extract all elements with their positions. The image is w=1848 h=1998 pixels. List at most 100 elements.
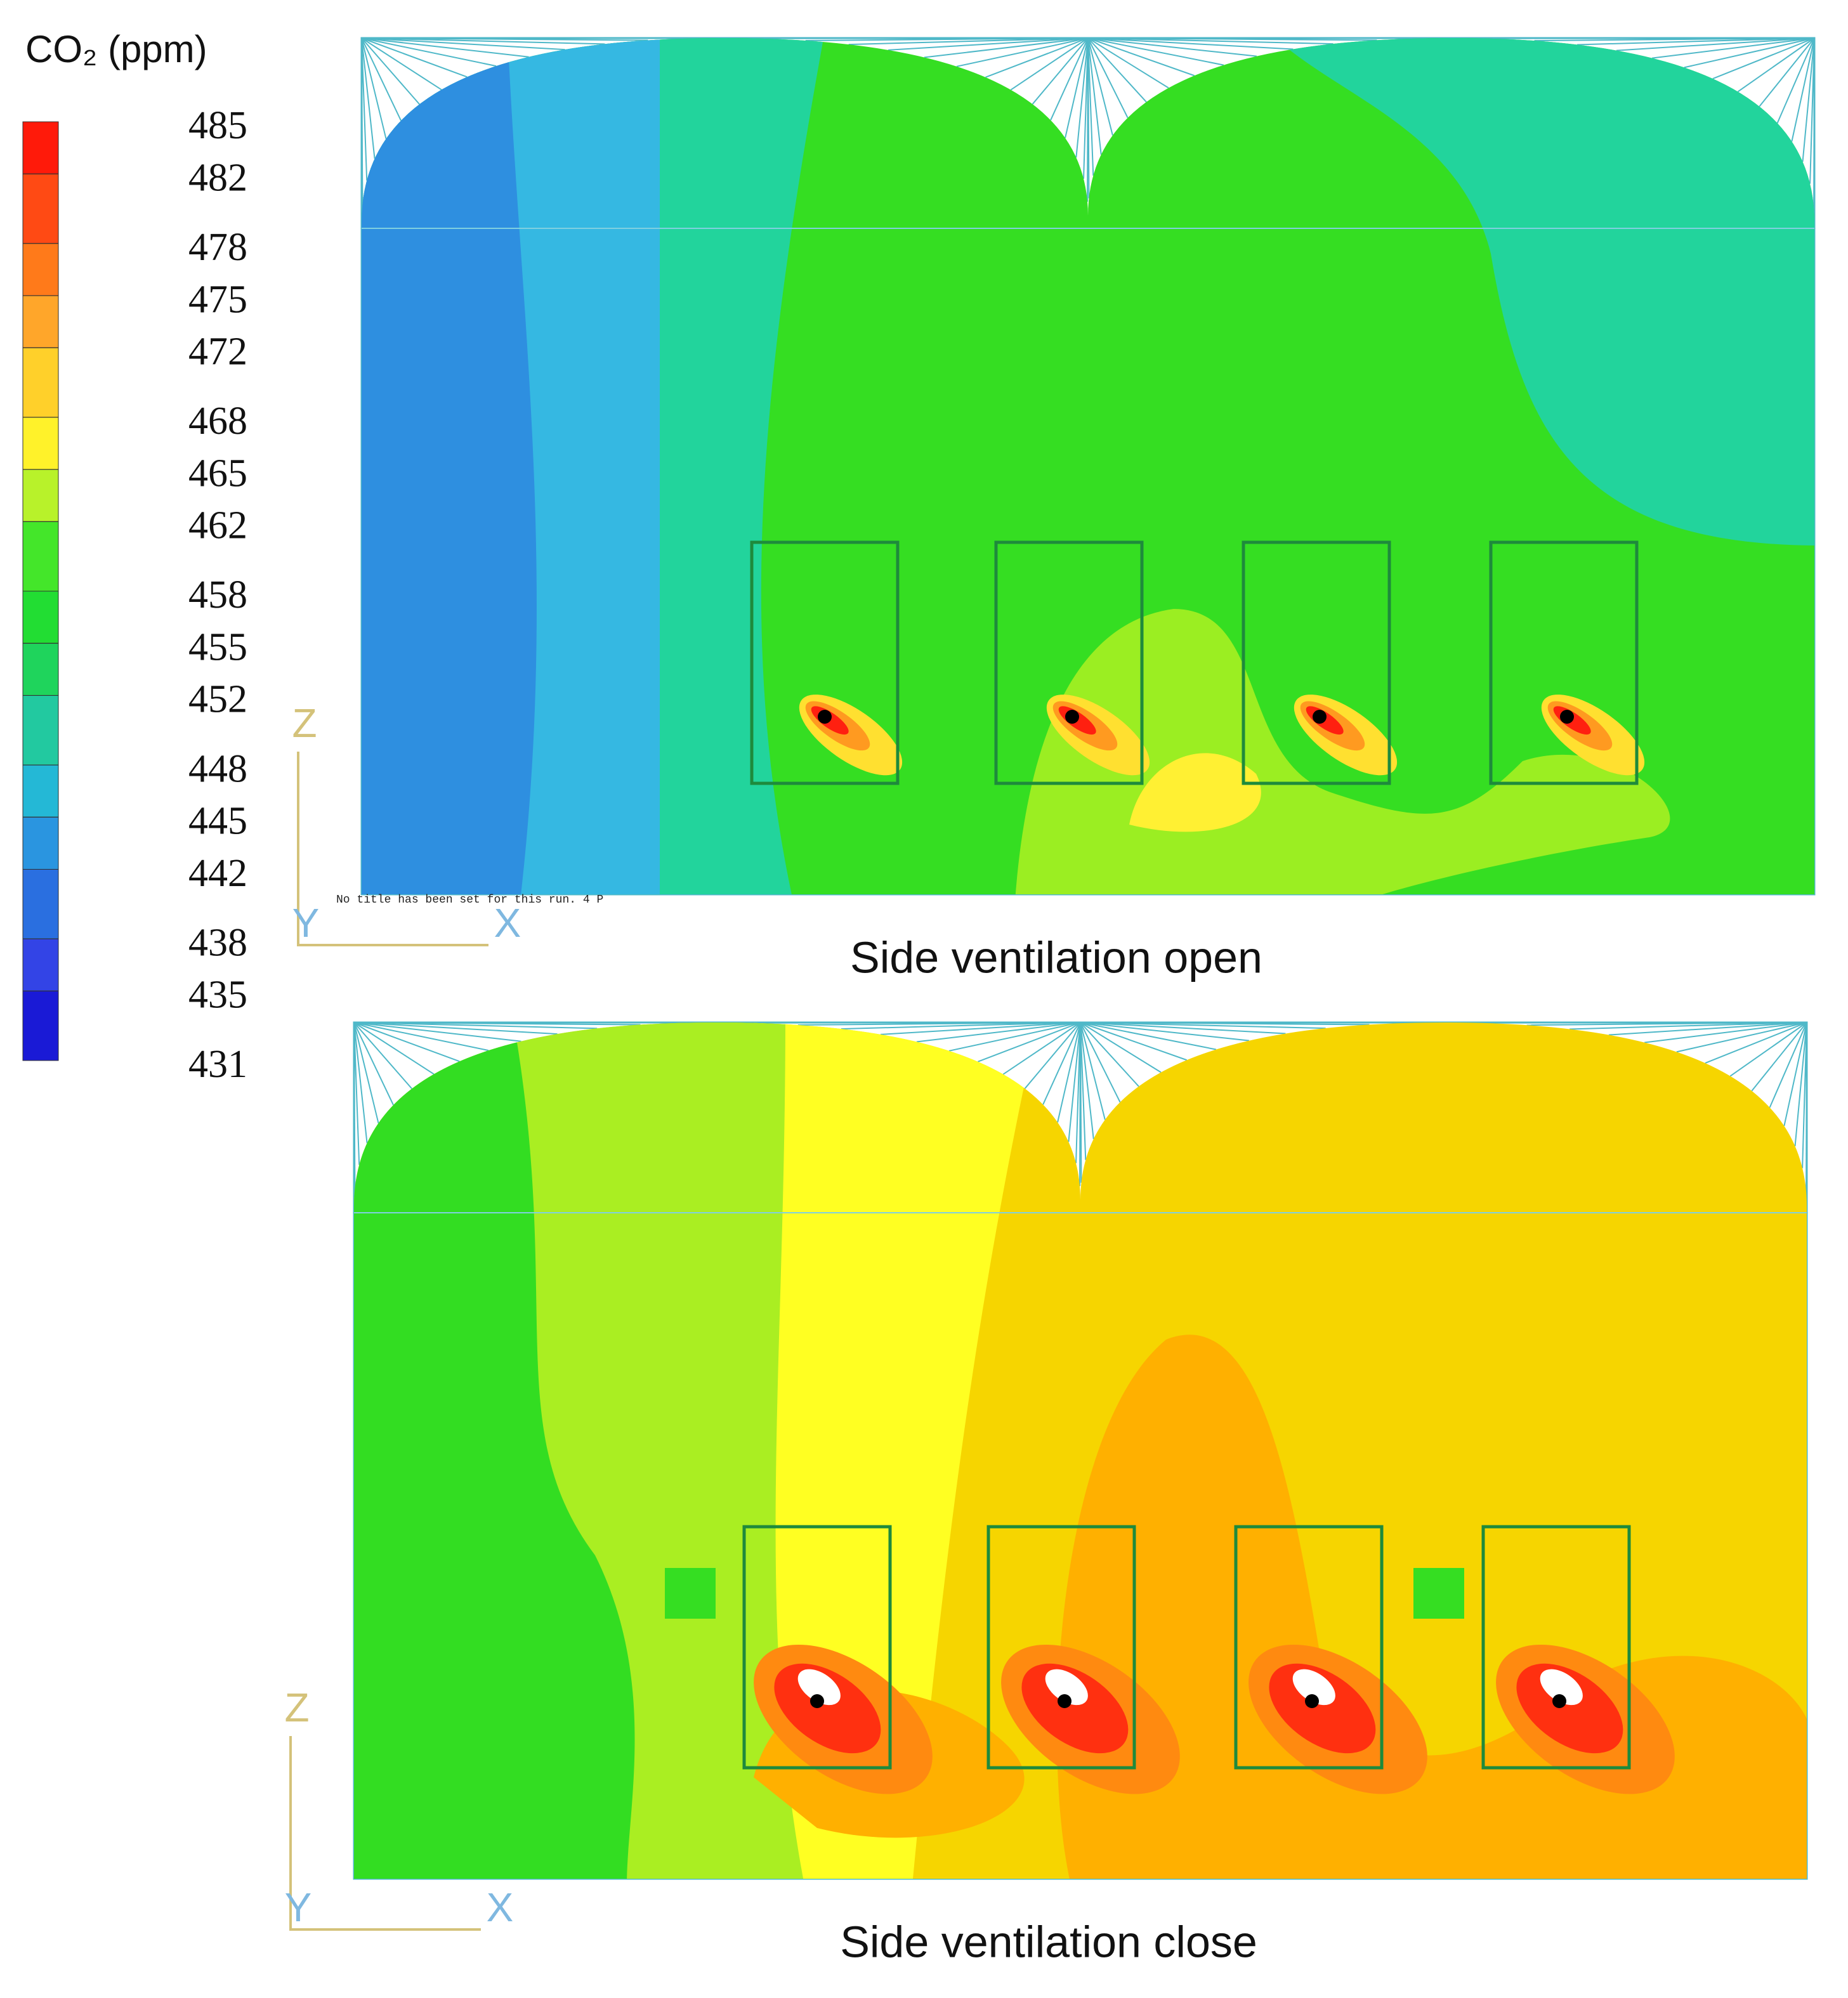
person-marker [1313,710,1327,724]
mesh-line [1087,37,1224,66]
mesh-line [353,1022,489,1052]
colorbar-label: 485 [188,104,247,147]
box-outline [994,540,1144,785]
mesh-line [1032,37,1089,105]
mesh-line [1080,1022,1249,1041]
mesh-line [1050,37,1089,121]
mesh-line [1676,1022,1807,1053]
colorbar-band [22,417,59,470]
mesh-line [361,37,387,140]
colorbar-band [22,173,59,244]
mesh-line [1010,37,1089,91]
colorbar-band [22,591,59,644]
box-outline [1242,540,1391,785]
run-note: No title has been set for this run. 4 P [336,894,603,906]
contour-region [1269,38,1814,545]
colorbar-band [22,869,59,939]
panel-close: Side ventilation close Z Y X [284,1021,1808,1966]
hotspot [1292,1669,1335,1706]
colorbar: 485 482 478 475 472 468 465 462 458 455 452 448 445 4… [22,104,247,1086]
contour-region [1413,1568,1464,1619]
mesh-line [353,1022,460,1062]
mesh-line [985,37,1089,78]
mesh-line [361,37,442,91]
mesh-line [1791,37,1815,142]
mesh-line [1802,37,1815,162]
mesh-line [1712,37,1815,79]
mesh-line [1087,37,1094,176]
mesh-line [1065,37,1089,138]
colorbar-label: 468 [188,400,247,443]
mesh-line [361,37,497,67]
mesh-line [916,1022,1081,1043]
mesh-line [1075,1022,1081,1163]
mesh-line [1080,1022,1087,1160]
mesh-line [1087,37,1334,45]
mesh-line [361,37,565,51]
axis-label-y: Y [285,1884,312,1930]
box-outline [1481,1525,1631,1770]
axis-label-y: Y [292,900,320,946]
mesh-line [1002,1022,1081,1075]
mesh-line [1684,37,1815,69]
hotspot [1045,1669,1088,1706]
person-marker [810,1694,824,1708]
colorbar-band [22,816,59,870]
colorbar-label: 455 [188,625,247,669]
colorbar-label: 462 [188,504,247,547]
mesh-line [361,37,376,159]
axis-gizmo [289,1736,481,1931]
colorbar-band [22,990,59,1061]
colorbar-band [22,938,59,991]
mesh-line [1616,37,1815,51]
mesh-line [1080,1022,1106,1120]
person-marker [1065,710,1079,724]
person-marker [1305,1694,1319,1708]
mesh-line [888,37,1089,51]
colorbar-band [22,643,59,696]
contour-region [1129,753,1261,832]
mesh-line [353,1022,379,1124]
contour-field [354,1022,1807,1879]
mesh-line [1087,37,1169,89]
box-outline [1489,540,1639,785]
mesh-line [848,37,1089,46]
person-marker [1552,1694,1566,1708]
contour-field [362,38,1814,894]
mesh-line [1576,37,1815,46]
mesh-line [1783,1022,1807,1126]
colorbar-label: 482 [188,156,247,199]
mesh-line [1080,1022,1188,1061]
colorbar-band [22,469,59,522]
colorbar-band [22,521,59,592]
colorbar-label: 475 [188,278,247,321]
panel-open: Side ventilation open No title has been s… [292,37,1816,982]
colorbar-label: 465 [188,452,247,495]
mesh-line [1080,1022,1082,1183]
mesh-line [1087,37,1129,119]
colorbar-title: CO₂ (ppm) [25,28,207,70]
mesh-line [1776,37,1815,124]
mesh-line [1652,37,1815,59]
mesh-line [1080,1022,1326,1029]
colorbar-band [22,347,59,418]
colorbar-label: 445 [188,800,247,843]
box-outline [750,540,900,785]
panel-caption: Side ventilation close [840,1917,1257,1966]
mesh-line [978,1022,1081,1062]
mesh-line [1644,1022,1807,1043]
mesh-line [1080,1022,1217,1050]
mesh-line [1087,37,1195,77]
mesh-line [361,37,529,58]
colorbar-label: 472 [188,330,247,374]
mesh-line [361,37,402,121]
mesh-line [1080,1022,1121,1103]
mesh-line [361,37,420,105]
mesh-line [1080,1022,1286,1035]
colorbar-label: 448 [188,747,247,790]
mesh-line [881,1022,1081,1035]
colorbar-label: 431 [188,1043,247,1086]
mesh-line [353,1022,412,1090]
mesh-line [353,1022,394,1106]
